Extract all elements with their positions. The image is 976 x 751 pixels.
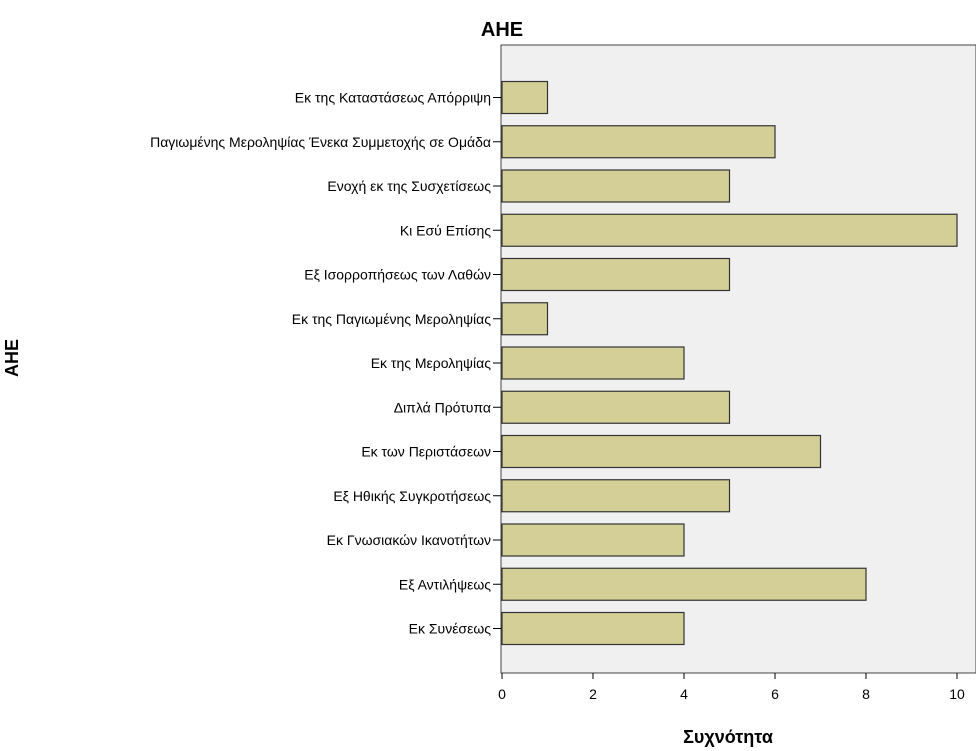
bar (501, 302, 549, 336)
bar (501, 523, 685, 557)
bar (501, 479, 731, 513)
category-label: Εκ της Παγιωμένης Μεροληψίας (292, 311, 492, 327)
bar (501, 213, 958, 247)
category-label: Εξ Αντιλήψεως (399, 576, 491, 592)
y-axis-label: ΑΗΕ (2, 339, 22, 377)
category-label: Διπλά Πρότυπα (394, 399, 491, 415)
bar (501, 125, 776, 159)
category-label: Εκ της Μεροληψίας (371, 355, 492, 371)
category-label: Εκ της Καταστάσεως Απόρριψη (295, 90, 491, 106)
category-label: Εκ των Περιστάσεων (361, 444, 491, 460)
x-tick-label: 4 (680, 686, 688, 702)
bar (501, 80, 549, 115)
bar (501, 434, 822, 469)
x-tick-label: 0 (498, 686, 506, 702)
category-label: Εξ Ισορροπήσεως των Λαθών (304, 267, 491, 283)
chart-title: ΑΗΕ (481, 19, 523, 41)
x-tick-label: 8 (862, 686, 870, 702)
bar (501, 257, 731, 292)
x-tick-label: 10 (949, 686, 965, 702)
bar (501, 611, 685, 646)
category-label: Κι Εσύ Επίσης (400, 222, 491, 238)
category-label: Εκ Συνέσεως (409, 621, 492, 637)
bar (501, 346, 685, 380)
category-label: Παγιωμένης Μεροληψίας Ένεκα Συμμετοχής σ… (150, 134, 491, 150)
x-tick-label: 6 (771, 686, 779, 702)
category-label: Εκ Γνωσιακών Ικανοτήτων (327, 532, 491, 548)
category-label: Ενοχή εκ της Συσχετίσεως (327, 178, 491, 194)
bar (501, 390, 731, 424)
bar (501, 169, 731, 203)
bar (501, 567, 867, 601)
category-label: Εξ Ηθικής Συγκροτήσεως (333, 488, 491, 504)
x-axis-label: Συχνότητα (683, 727, 773, 747)
x-tick-label: 2 (589, 686, 597, 702)
plot-area: 0 2 4 6 8 10 Εκ της Καταστάσεως Απόρριψη Παγιωμ… (150, 44, 976, 702)
